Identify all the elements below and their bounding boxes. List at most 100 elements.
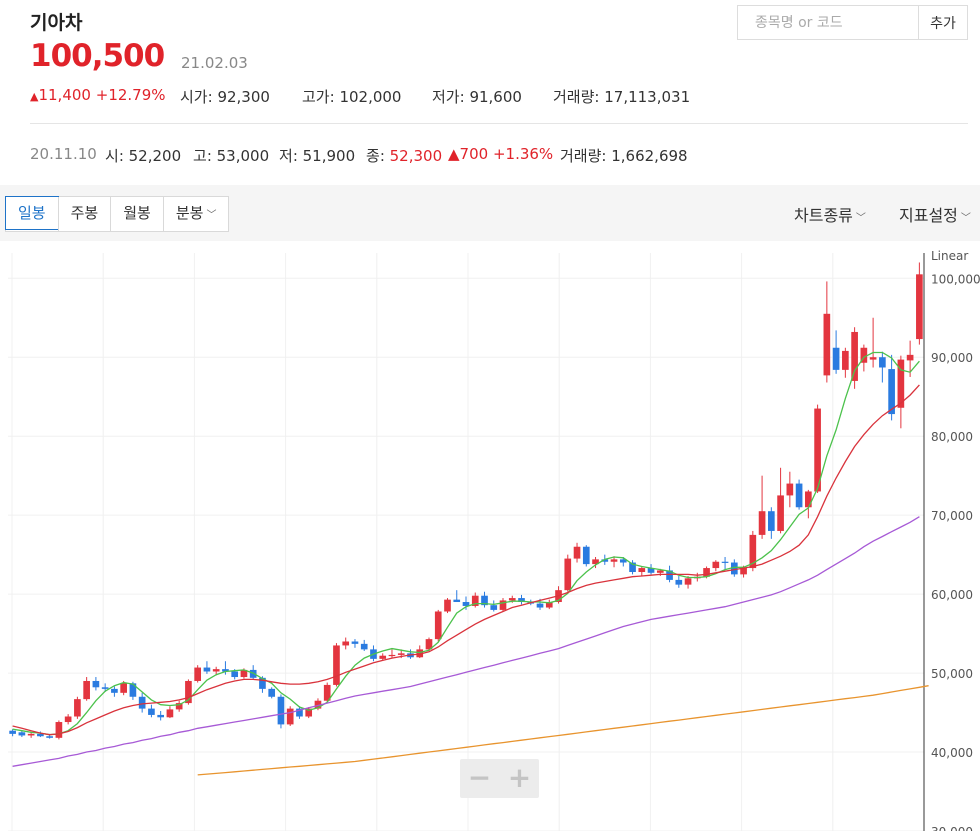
scale-label: Linear [931, 249, 968, 263]
candle-body [222, 669, 229, 672]
candle-body [305, 708, 313, 717]
candle-body [342, 641, 350, 646]
candle-body [314, 700, 322, 709]
hover-date: 20.11.10 [30, 145, 97, 163]
hover-high: 고: 53,000 [193, 147, 270, 165]
candle-body [684, 578, 692, 585]
tab-daily-label: 일봉 [18, 204, 46, 222]
candle-body [629, 562, 636, 573]
candle-body [55, 722, 63, 738]
candle-body [786, 483, 794, 496]
candle-body [416, 649, 424, 658]
candle-body [879, 357, 886, 368]
candle-body [656, 570, 664, 573]
candle-body [111, 688, 118, 693]
candle-body [869, 357, 877, 360]
candle-body [814, 408, 821, 492]
hover-low: 저: 51,900 [279, 147, 356, 165]
tab-daily[interactable]: 일봉 [5, 196, 59, 230]
chevron-down-icon: ﹀ [960, 213, 971, 224]
candle-body [860, 347, 868, 363]
candle-body [740, 568, 747, 575]
candle-body [240, 669, 248, 678]
candle-body [194, 667, 202, 681]
candle-body [296, 708, 303, 717]
candle-body [805, 491, 812, 508]
y-tick-label: 50,000 [931, 667, 973, 681]
candle-body [795, 483, 803, 508]
stock-name: 기아차 [30, 12, 83, 34]
candle-body [92, 680, 100, 688]
candlestick-chart[interactable]: 30,000 40,000 50,000 60,000 70,000 80,000 90,0… [0, 241, 980, 831]
candle-body [425, 639, 433, 650]
candle-body [37, 733, 44, 737]
candle-body [712, 561, 720, 569]
candle-body [647, 568, 655, 573]
candle-body [434, 611, 442, 640]
indicator-settings-dropdown[interactable]: 지표설정 ﹀ [899, 202, 971, 226]
tab-monthly[interactable]: 월봉 [110, 197, 163, 231]
up-arrow-icon: ▲ [30, 90, 39, 103]
candle-body [758, 511, 766, 535]
candle-body [203, 667, 211, 672]
chart-type-dropdown[interactable]: 차트종류 ﹀ [794, 202, 866, 226]
candle-body [564, 558, 572, 591]
candle-body [703, 568, 710, 577]
candle-body [360, 643, 368, 650]
up-arrow-icon: ▲ [448, 145, 460, 163]
period-tabs: 일봉 주봉 월봉 분봉 ﹀ [5, 196, 230, 232]
hover-low-value: 51,900 [302, 147, 356, 165]
candle-body [129, 683, 137, 697]
candle-body [101, 687, 109, 689]
y-tick-label: 40,000 [931, 746, 973, 760]
tab-weekly-label: 주봉 [70, 204, 99, 222]
candle-body [148, 708, 155, 715]
candle-body [721, 561, 729, 563]
candle-body [508, 598, 516, 601]
candle-body [175, 703, 183, 710]
volume: 거래량: 17,113,031 [553, 88, 691, 106]
candle-body [462, 602, 470, 606]
candle-body [536, 603, 544, 608]
zoom-controls: − + [460, 759, 539, 798]
candle-body [64, 716, 72, 723]
change-amount: 11,400 [38, 86, 91, 104]
candle-body [573, 546, 581, 559]
y-tick-label: 90,000 [931, 351, 973, 365]
candle-body [397, 653, 405, 655]
change-info: ▲11,400 +12.79% [30, 86, 166, 104]
indicator-label: 지표설정 [899, 206, 958, 225]
tab-minute[interactable]: 분봉 ﹀ [162, 197, 229, 231]
candle-body [481, 595, 488, 606]
candle-body [388, 654, 396, 657]
candle-body [888, 369, 895, 415]
candle-body [851, 331, 858, 381]
add-button[interactable]: 추가 [918, 6, 967, 39]
moving-average-line-ma5 [12, 351, 920, 736]
tab-monthly-label: 월봉 [123, 204, 151, 222]
zoom-in-button[interactable]: + [507, 761, 532, 794]
candle-body [675, 579, 683, 585]
candle-body [592, 559, 599, 565]
candle-body [638, 568, 646, 573]
low-value: 91,600 [469, 88, 522, 106]
hover-open: 시: 52,200 [105, 147, 182, 165]
hover-close: 종: 52,300 [366, 147, 443, 165]
candle-body [27, 733, 35, 736]
volume-value: 17,113,031 [604, 88, 691, 106]
candle-body [74, 699, 81, 717]
candle-body [259, 677, 266, 689]
search-input[interactable] [738, 6, 919, 39]
candle-body [379, 655, 387, 659]
zoom-out-button[interactable]: − [467, 761, 492, 794]
candle-body [823, 313, 831, 376]
tab-weekly[interactable]: 주봉 [57, 197, 111, 231]
candle-body [277, 696, 285, 725]
low-label: 저가 [432, 88, 460, 106]
change-percent: +12.79% [95, 86, 166, 104]
candle-body [916, 274, 923, 340]
candle-body [897, 359, 905, 408]
hover-open-label: 시 [105, 147, 119, 165]
candle-body [749, 534, 757, 569]
